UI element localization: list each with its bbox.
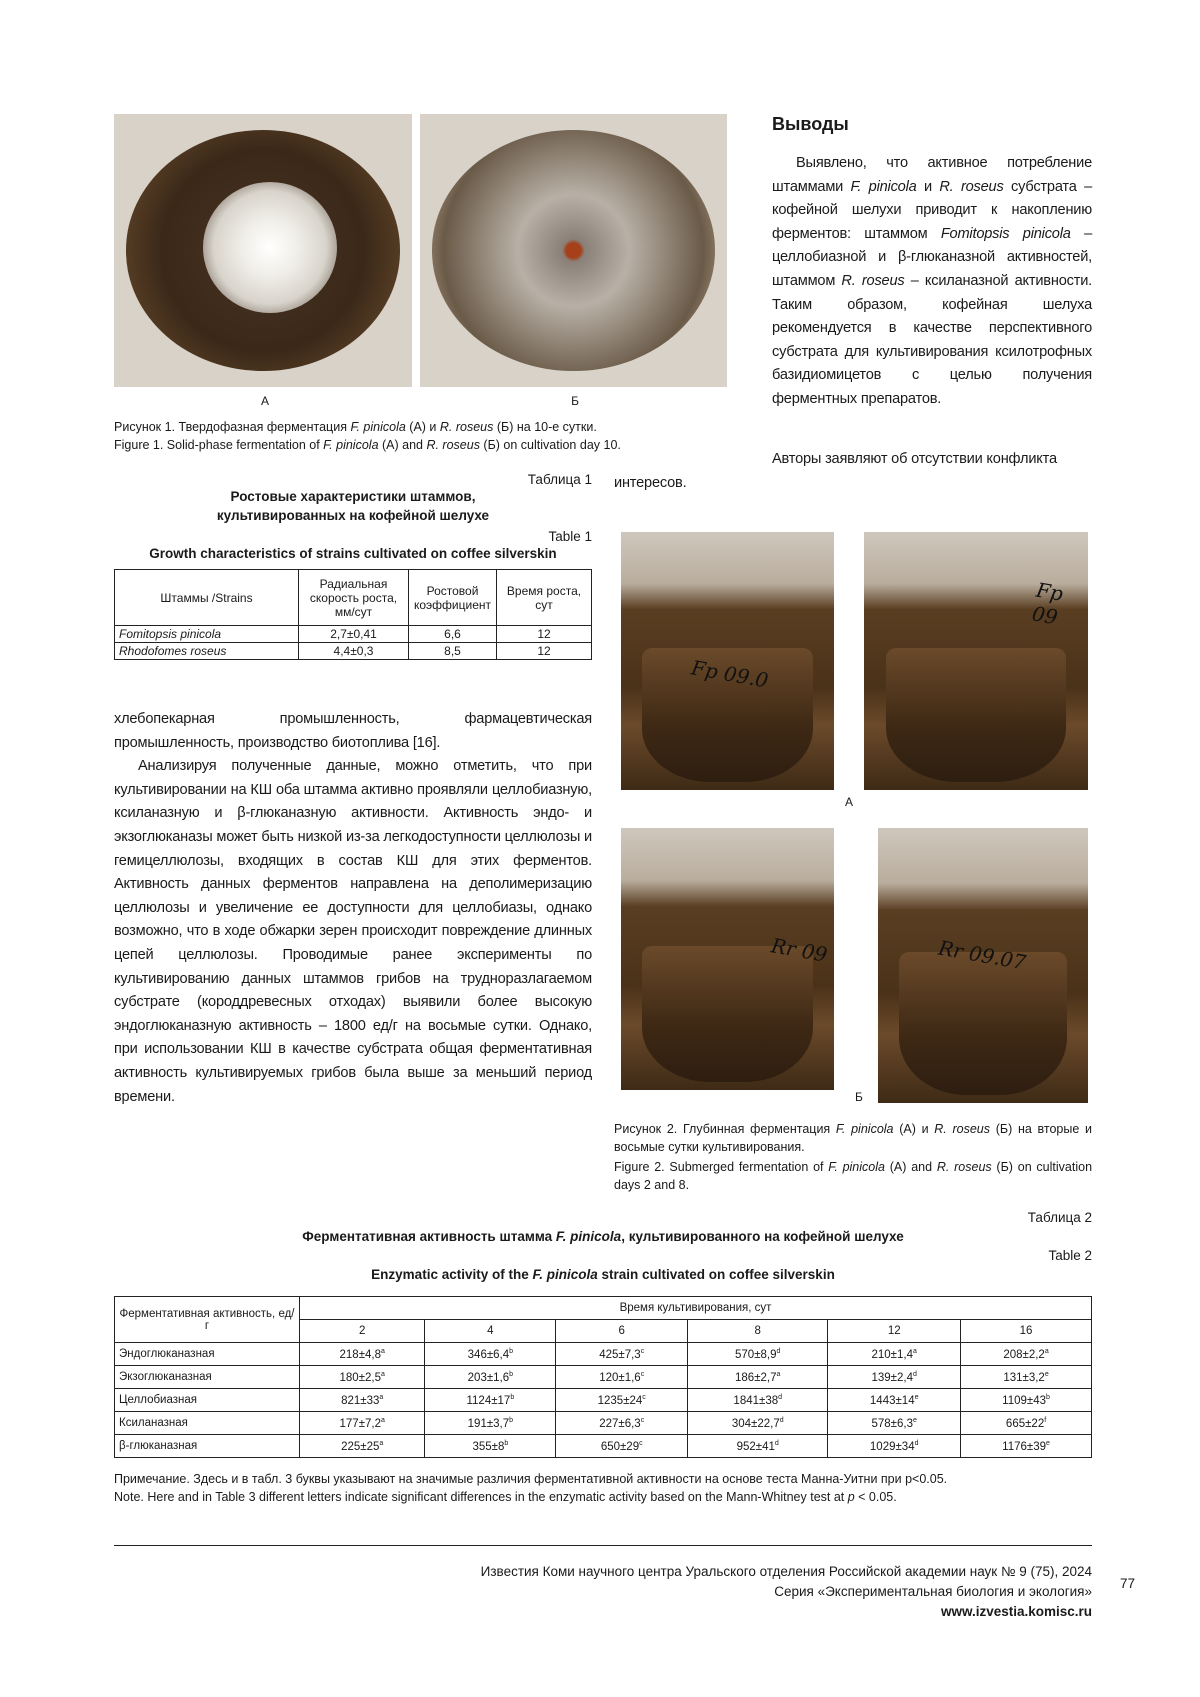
table2-cell: 191±3,7b [425,1412,556,1435]
body-text: хлебопекарная промышленность, фармацевти… [114,708,592,1109]
table2-label-en: Table 2 [114,1248,1092,1263]
table2-cell: 650±29c [556,1435,688,1458]
table2-col-group: Время культивирования, сут [300,1297,1092,1320]
table1: Штаммы /StrainsРадиальная скорость роста… [114,569,592,660]
footer-divider [114,1545,1092,1546]
table2-cell: 186±2,7a [688,1366,828,1389]
enzyme-name: Эндоглюканазная [115,1343,300,1366]
table2-cell: 355±8b [425,1435,556,1458]
figure1-photo-b [420,114,727,387]
figure2-caption: Рисунок 2. Глубинная ферментация F. pini… [614,1120,1092,1194]
figure2-caption-ru: Рисунок 2. Глубинная ферментация F. pini… [614,1120,1092,1156]
table-row: Ксиланазная177±7,2a191±3,7b227±6,3c304±2… [115,1412,1092,1435]
table2-cell: 218±4,8a [300,1343,425,1366]
table2-block: Таблица 2 Ферментативная активность штам… [114,1210,1092,1506]
table1-label-en: Table 1 [114,529,592,544]
table-row: β-глюканазная225±25a355±8b650±29c952±41d… [115,1435,1092,1458]
footer: Известия Коми научного центра Уральского… [300,1562,1092,1622]
figure1-panel-a-label: А [250,394,280,408]
table-row: Эндоглюканазная218±4,8a346±6,4b425±7,3c5… [115,1343,1092,1366]
table2-cell: 208±2,2a [961,1343,1092,1366]
table2-cell: 180±2,5a [300,1366,425,1389]
table-row: Rhodofomes roseus4,4±0,38,512 [115,643,592,660]
table2-label-ru: Таблица 2 [114,1210,1092,1225]
figure2-photo-b1: Rr 09 [621,828,834,1090]
table2-cell: 665±22f [961,1412,1092,1435]
table2-cell: 952±41d [688,1435,828,1458]
table2-cell: 570±8,9d [688,1343,828,1366]
table2-row-header: Ферментативная активность, ед/г [115,1297,300,1343]
figure1-photo-a [114,114,412,387]
table2-cell: 578±6,3e [828,1412,961,1435]
table2-cell: 1443±14e [828,1389,961,1412]
figure2-photo-b2: Rr 09.07 [878,828,1088,1103]
conflict-statement: Авторы заявляют об отсутствии конфликта … [614,448,1092,495]
page-number: 77 [1120,1576,1135,1591]
table-row: Целлобиазная821±33a1124±17b1235±24c1841±… [115,1389,1092,1412]
table2-cell: 425±7,3c [556,1343,688,1366]
table2-day-header: 8 [688,1320,828,1343]
footer-series: Серия «Экспериментальная биология и экол… [300,1582,1092,1602]
table-row: Fomitopsis pinicola2,7±0,416,612 [115,626,592,643]
table2-title-en: Enzymatic activity of the F. pinicola st… [114,1267,1092,1282]
figure2-photo-a2: Fp 09 [864,532,1088,790]
table2-cell: 139±2,4d [828,1366,961,1389]
table2-cell: 227±6,3c [556,1412,688,1435]
body-paragraph-2: Анализируя полученные данные, можно отме… [114,755,592,1109]
table2-day-header: 12 [828,1320,961,1343]
enzyme-name: Экзоглюканазная [115,1366,300,1389]
figure1-panel-b-label: Б [560,394,590,408]
table2-note: Примечание. Здесь и в табл. 3 буквы указ… [114,1470,1092,1506]
table2-day-header: 6 [556,1320,688,1343]
table2-note-ru: Примечание. Здесь и в табл. 3 буквы указ… [114,1470,1092,1488]
table2-cell: 1029±34d [828,1435,961,1458]
table2: Ферментативная активность, ед/гВремя кул… [114,1296,1092,1458]
table-row: Экзоглюканазная180±2,5a203±1,6b120±1,6c1… [115,1366,1092,1389]
table2-cell: 821±33a [300,1389,425,1412]
table2-cell: 1841±38d [688,1389,828,1412]
table1-header: Радиальная скорость роста, мм/сут [299,570,409,626]
table1-header: Ростовой коэффициент [409,570,497,626]
table2-cell: 1109±43b [961,1389,1092,1412]
table2-cell: 120±1,6c [556,1366,688,1389]
figure2-panel-b-label: Б [855,1090,863,1104]
conclusions-heading: Выводы [772,114,849,135]
table1-title-ru: Ростовые характеристики штаммов, культив… [114,487,592,525]
table2-day-header: 4 [425,1320,556,1343]
table2-title-ru: Ферментативная активность штамма F. pini… [114,1229,1092,1244]
footer-journal: Известия Коми научного центра Уральского… [300,1562,1092,1582]
enzyme-name: β-глюканазная [115,1435,300,1458]
body-paragraph-1: хлебопекарная промышленность, фармацевти… [114,708,592,755]
figure2-panel-a-label: А [845,795,853,809]
table1-header: Штаммы /Strains [115,570,299,626]
figure2-caption-en: Figure 2. Submerged fermentation of F. p… [614,1158,1092,1194]
figure1-caption-ru: Рисунок 1. Твердофазная ферментация F. p… [114,418,734,436]
figure2-photo-a1: Fp 09.0 [621,532,834,790]
table1-label-ru: Таблица 1 [114,472,592,487]
table1-title-en: Growth characteristics of strains cultiv… [114,546,592,561]
table1-block: Таблица 1 Ростовые характеристики штаммо… [114,472,592,660]
enzyme-name: Ксиланазная [115,1412,300,1435]
enzyme-name: Целлобиазная [115,1389,300,1412]
table2-cell: 1176±39e [961,1435,1092,1458]
table2-day-header: 2 [300,1320,425,1343]
table2-cell: 203±1,6b [425,1366,556,1389]
table2-cell: 346±6,4b [425,1343,556,1366]
table2-cell: 177±7,2a [300,1412,425,1435]
footer-url[interactable]: www.izvestia.komisc.ru [300,1602,1092,1622]
table2-cell: 131±3,2e [961,1366,1092,1389]
table2-note-en: Note. Here and in Table 3 different lett… [114,1488,1092,1506]
table2-cell: 210±1,4a [828,1343,961,1366]
table1-header: Время роста, сут [497,570,592,626]
table2-day-header: 16 [961,1320,1092,1343]
table2-cell: 1235±24c [556,1389,688,1412]
table2-cell: 1124±17b [425,1389,556,1412]
conclusions-text: Выявлено, что активное потребление штамм… [772,152,1092,412]
table2-cell: 304±22,7d [688,1412,828,1435]
table2-cell: 225±25a [300,1435,425,1458]
